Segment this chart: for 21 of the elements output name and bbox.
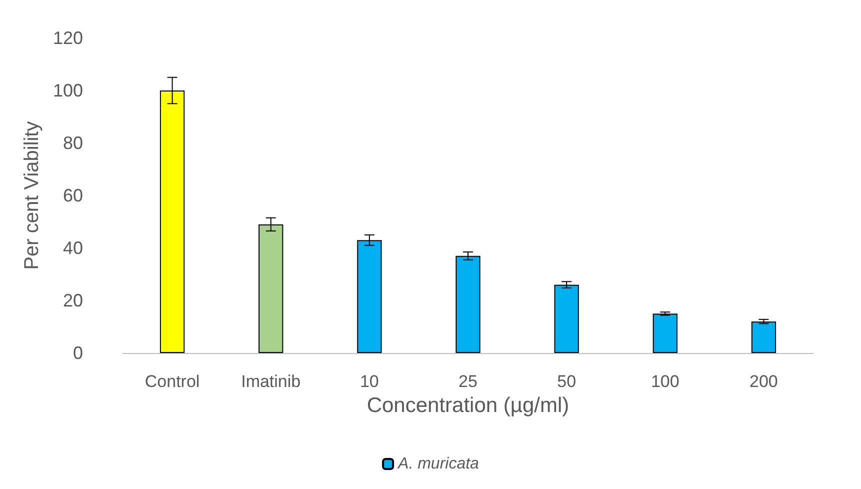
y-tick-label: 20 — [62, 290, 83, 310]
y-tick-label: 0 — [72, 343, 83, 363]
bar — [456, 256, 480, 353]
x-tick-label: 50 — [557, 372, 576, 391]
x-tick-label: 100 — [650, 372, 680, 391]
y-tick-label: 120 — [52, 28, 83, 48]
bar — [751, 322, 776, 353]
bar — [554, 284, 579, 353]
legend-label: A. muricata — [397, 456, 480, 472]
y-tick-label: 80 — [62, 133, 83, 153]
y-tick-label: 40 — [62, 238, 83, 258]
x-tick-label: 200 — [750, 372, 778, 391]
x-tick-label: Imatinib — [241, 372, 301, 391]
x-axis-title: Concentration (µg/ml) — [366, 394, 570, 417]
x-tick-label: 10 — [360, 372, 379, 391]
bar — [652, 314, 678, 353]
y-axis-title: Per cent Viability — [21, 121, 44, 270]
y-tick-label: 100 — [52, 80, 83, 100]
x-tick-label: Control — [144, 372, 200, 391]
x-tick-label: 25 — [458, 372, 478, 391]
y-tick-label: 60 — [62, 186, 83, 206]
